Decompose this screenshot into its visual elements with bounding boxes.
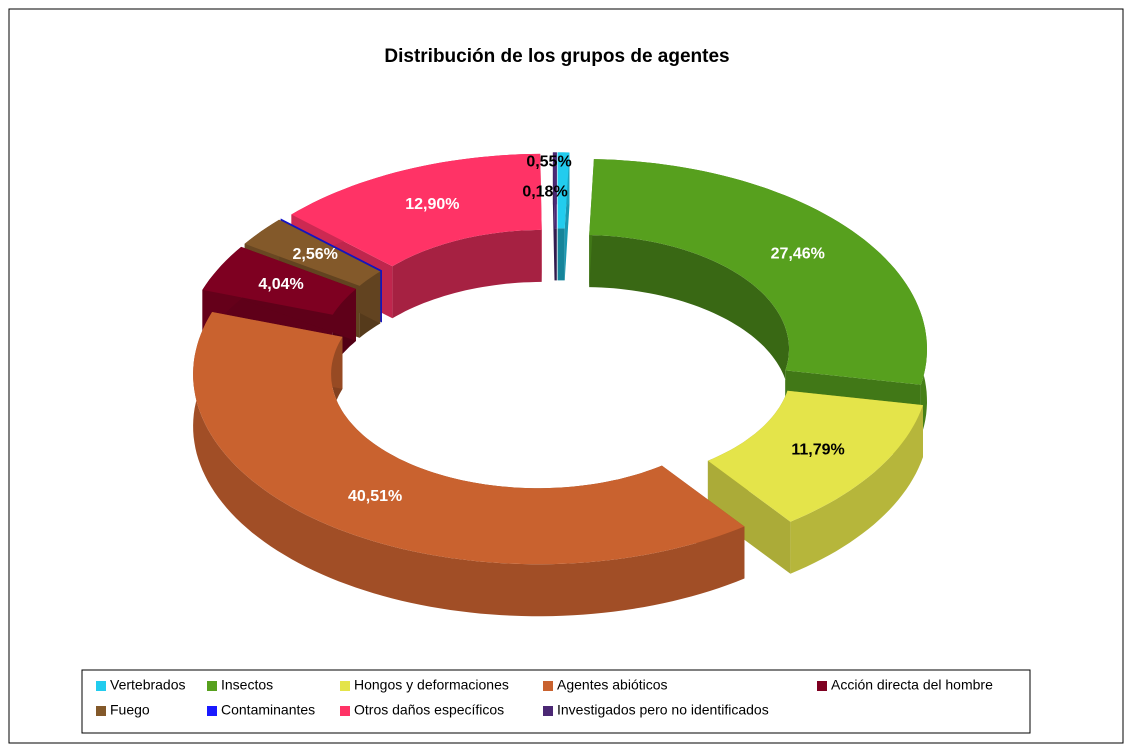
slice [244,219,381,286]
legend-label: Acción directa del hombre [831,677,993,693]
legend-swatch [817,681,827,691]
slice [589,159,927,385]
data-label: 0,18% [522,184,567,201]
slice [202,246,356,315]
chart-frame [8,8,1124,744]
legend-label: Fuego [110,702,150,718]
legend-label: Contaminantes [221,702,315,718]
slice-outer-wall [193,312,745,617]
data-label: 27,46% [771,245,825,262]
legend-swatch [543,681,553,691]
legend-swatch [207,681,217,691]
data-label: 2,56% [292,246,337,263]
slice [193,312,745,565]
legend-label: Investigados pero no identificados [557,702,769,718]
legend-label: Vertebrados [110,677,186,693]
data-label: 0,55% [526,154,571,171]
legend-swatch [96,706,106,716]
slice-inner-wall [589,235,789,423]
slice-inner-wall [392,229,542,319]
labels: 0,55% 27,46% 11,79% 40,51% 4,04% 2,56% 12,90% 0… [258,154,844,505]
chart-title: Distribución de los grupos de agentes [384,46,729,67]
legend-swatch [207,706,217,716]
data-label: 11,79% [791,441,844,458]
legend-label: Insectos [221,677,273,693]
slice-end-face [707,460,791,574]
slice-inner-wall [554,228,557,281]
legend-label: Hongos y deformaciones [354,677,509,693]
slice [280,218,382,271]
legend-swatch [543,706,553,716]
slice-outer-wall [790,405,923,574]
legend-label: Otros daños específicos [354,702,504,718]
legend-box [81,669,1031,734]
slice [707,390,923,522]
data-label: 4,04% [258,276,303,293]
slice-inner-wall [557,228,565,281]
legend-swatch [96,681,106,691]
legend: Vertebrados Insectos Hongos y deformacione… [96,677,993,718]
slice-tops [193,152,927,565]
legend-label: Agentes abióticos [557,677,668,693]
slice [552,152,557,229]
slice [291,153,542,267]
slice [557,152,570,229]
legend-swatch [340,706,350,716]
legend-swatch [340,681,350,691]
data-label: 12,90% [405,196,459,213]
data-label: 40,51% [348,488,402,505]
